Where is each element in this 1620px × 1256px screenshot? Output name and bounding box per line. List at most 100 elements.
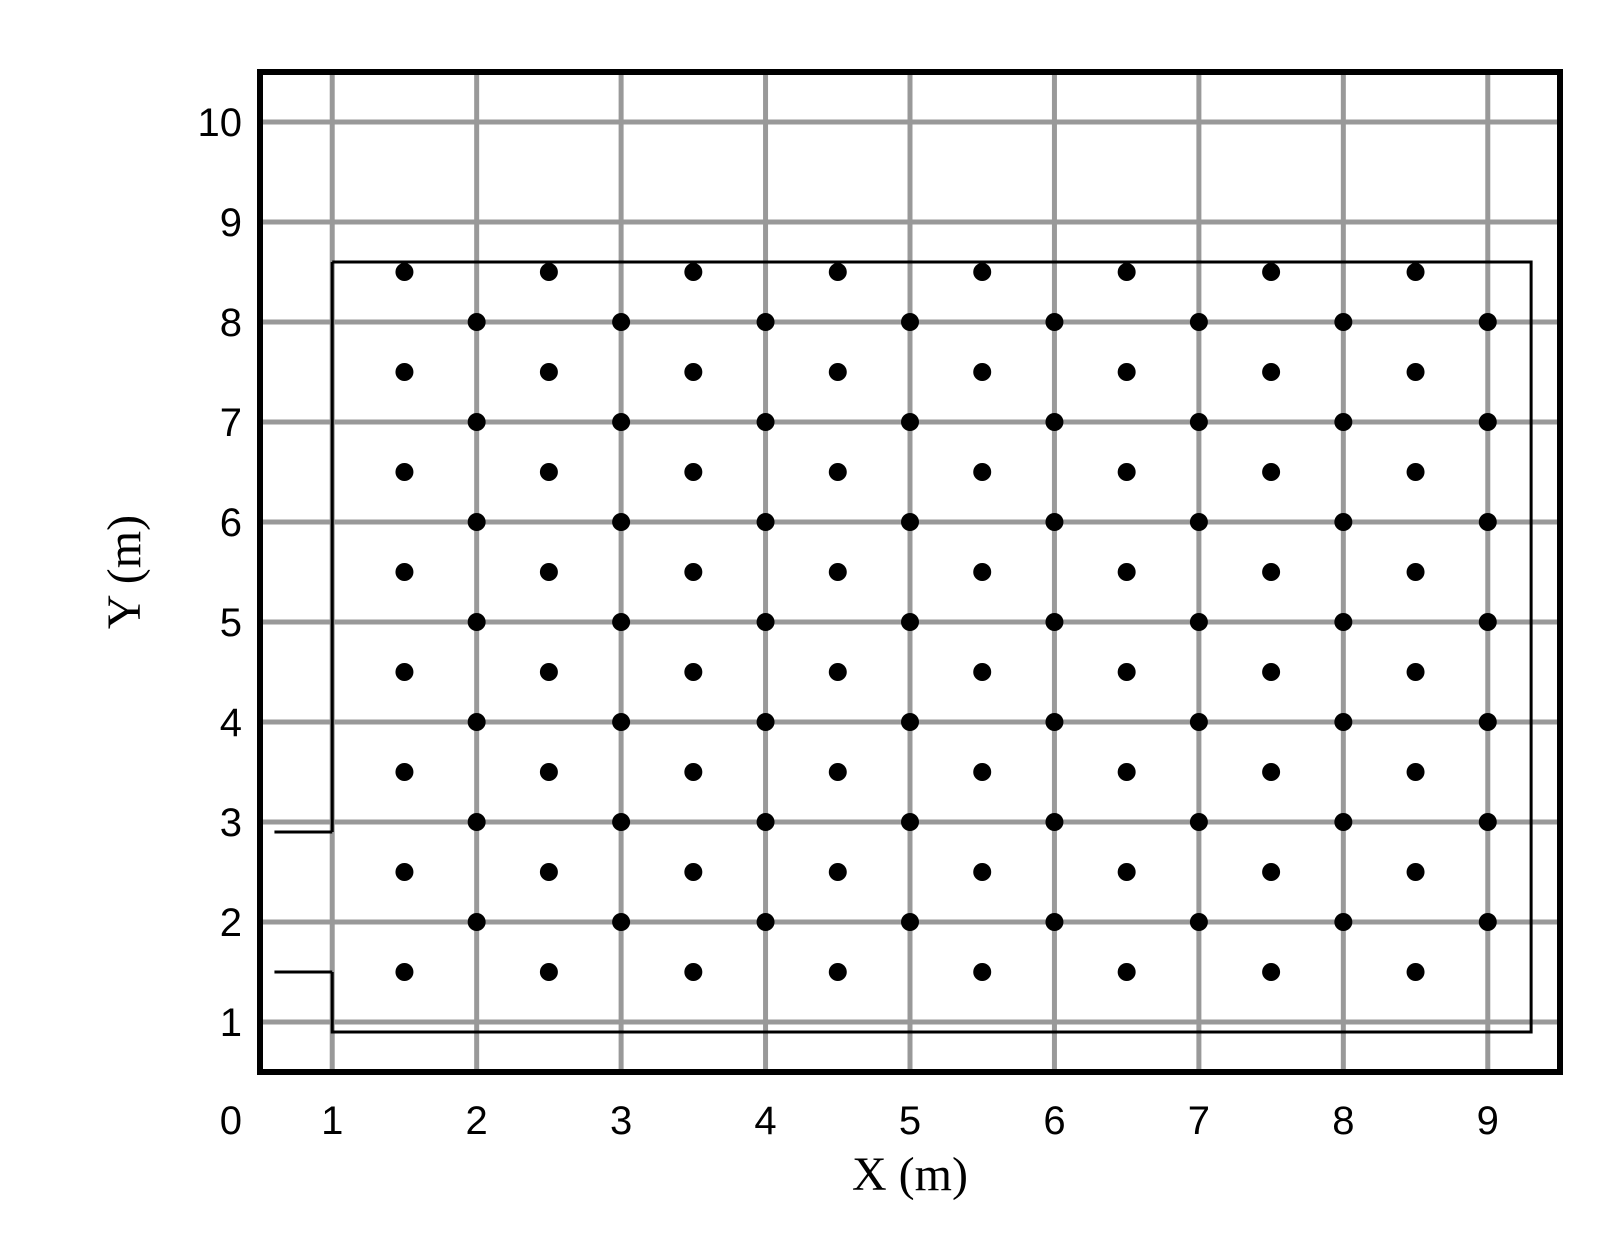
data-point [757, 413, 775, 431]
data-point [395, 363, 413, 381]
origin-zero-label: 0 [220, 1099, 242, 1143]
data-point [1262, 363, 1280, 381]
data-point [684, 563, 702, 581]
data-point [1479, 513, 1497, 531]
data-point [468, 613, 486, 631]
x-tick-label: 7 [1188, 1099, 1210, 1143]
x-tick-label: 3 [610, 1099, 632, 1143]
x-tick-label: 8 [1332, 1099, 1354, 1143]
data-point [1407, 463, 1425, 481]
data-point [612, 513, 630, 531]
data-point [829, 263, 847, 281]
data-point [684, 763, 702, 781]
data-point [1118, 763, 1136, 781]
y-axis-label: Y (m) [98, 515, 151, 629]
data-point [1190, 813, 1208, 831]
data-point [1045, 513, 1063, 531]
data-point [1262, 263, 1280, 281]
data-point [612, 913, 630, 931]
data-point [757, 513, 775, 531]
data-point [1407, 663, 1425, 681]
data-point [540, 363, 558, 381]
data-point [1479, 813, 1497, 831]
data-point [1262, 563, 1280, 581]
y-tick-label: 2 [220, 901, 242, 945]
data-point [395, 563, 413, 581]
data-point [829, 463, 847, 481]
data-point [1045, 813, 1063, 831]
data-point [1262, 463, 1280, 481]
data-point [1407, 963, 1425, 981]
data-point [468, 513, 486, 531]
data-point [1262, 663, 1280, 681]
data-point [973, 463, 991, 481]
y-tick-label: 9 [220, 201, 242, 245]
data-point [1190, 413, 1208, 431]
data-point [1407, 863, 1425, 881]
data-point [973, 863, 991, 881]
data-point [395, 263, 413, 281]
data-point [1334, 313, 1352, 331]
data-point [395, 863, 413, 881]
data-point [395, 963, 413, 981]
data-point [1190, 513, 1208, 531]
data-point [1262, 963, 1280, 981]
data-point [1334, 613, 1352, 631]
data-point [1407, 263, 1425, 281]
data-point [1479, 313, 1497, 331]
data-point [540, 863, 558, 881]
data-point [829, 663, 847, 681]
data-point [1407, 363, 1425, 381]
data-point [395, 663, 413, 681]
y-tick-label: 7 [220, 401, 242, 445]
data-point [1118, 663, 1136, 681]
data-point [973, 563, 991, 581]
data-point [468, 413, 486, 431]
x-tick-label: 4 [754, 1099, 776, 1143]
data-point [1118, 363, 1136, 381]
data-point [540, 463, 558, 481]
data-point [540, 763, 558, 781]
data-point [684, 963, 702, 981]
data-point [1190, 313, 1208, 331]
data-point [1118, 963, 1136, 981]
data-point [684, 263, 702, 281]
data-point [1479, 713, 1497, 731]
y-tick-label: 8 [220, 301, 242, 345]
data-point [973, 763, 991, 781]
data-point [395, 463, 413, 481]
x-tick-label: 6 [1043, 1099, 1065, 1143]
data-point [901, 913, 919, 931]
data-point [684, 863, 702, 881]
data-point [1045, 313, 1063, 331]
data-point [468, 713, 486, 731]
data-point [1045, 713, 1063, 731]
data-point [901, 513, 919, 531]
y-tick-label: 4 [220, 701, 242, 745]
data-point [540, 563, 558, 581]
y-tick-label: 10 [198, 101, 243, 145]
data-point [1407, 763, 1425, 781]
data-point [829, 763, 847, 781]
data-point [612, 413, 630, 431]
data-point [1262, 763, 1280, 781]
grid-scatter-chart: 123456789123456789100X (m)Y (m) [0, 0, 1620, 1256]
data-point [1407, 563, 1425, 581]
data-point [829, 963, 847, 981]
data-point [1118, 263, 1136, 281]
data-point [757, 613, 775, 631]
data-point [1479, 913, 1497, 931]
data-point [973, 963, 991, 981]
data-point [612, 613, 630, 631]
data-point [1118, 563, 1136, 581]
data-point [468, 813, 486, 831]
data-point [1479, 413, 1497, 431]
data-point [612, 313, 630, 331]
data-point [1334, 813, 1352, 831]
data-point [973, 663, 991, 681]
data-point [901, 613, 919, 631]
data-point [684, 663, 702, 681]
data-point [973, 363, 991, 381]
data-point [1118, 463, 1136, 481]
data-point [540, 263, 558, 281]
